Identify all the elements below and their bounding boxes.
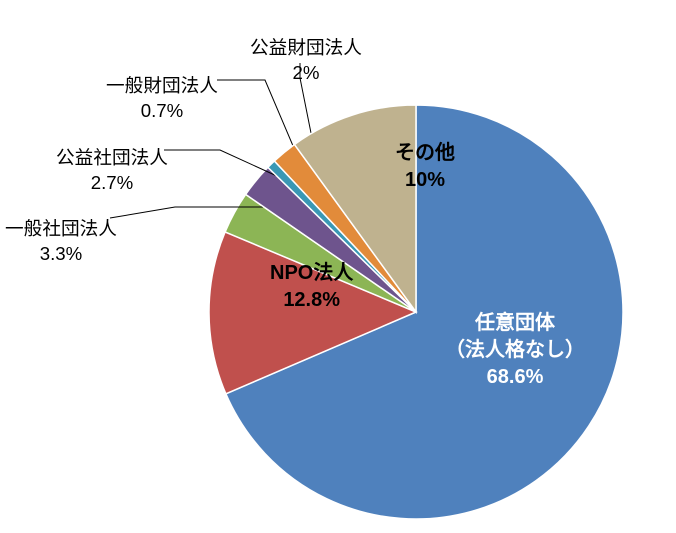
pie-svg — [0, 0, 676, 533]
pie-chart: 任意団体（法人格なし）68.6%NPO法人12.8%一般社団法人3.3%公益社団… — [0, 0, 676, 533]
